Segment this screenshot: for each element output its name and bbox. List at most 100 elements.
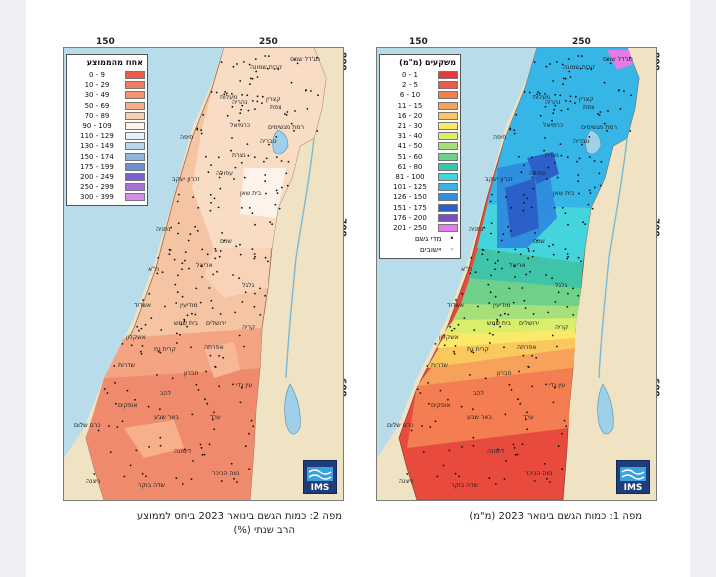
rain-gauge-dot bbox=[223, 93, 226, 96]
rain-gauge-dot bbox=[190, 346, 192, 349]
place-label: ת"א bbox=[461, 266, 473, 273]
rain-gauge-dot bbox=[194, 225, 197, 228]
rain-gauge-dot bbox=[553, 161, 556, 164]
right-legend-swatch bbox=[438, 71, 458, 80]
rain-gauge-dot bbox=[240, 161, 243, 164]
rain-gauge-dot bbox=[144, 323, 147, 326]
left-top-tick-150: 150 bbox=[96, 37, 115, 47]
rain-gauge-dot bbox=[241, 386, 243, 389]
rain-gauge-dot bbox=[566, 156, 569, 159]
rain-gauge-dot bbox=[108, 425, 110, 427]
rain-gauge-dot bbox=[629, 130, 632, 132]
rain-gauge-dot bbox=[564, 77, 567, 80]
rain-gauge-dot bbox=[419, 392, 422, 394]
rain-gauge-dot bbox=[588, 189, 591, 192]
rain-gauge-dot bbox=[526, 197, 529, 200]
place-label: באר שבע bbox=[467, 414, 493, 421]
right-legend-label: 6 - 10 bbox=[399, 91, 421, 100]
place-label: בית שמש bbox=[174, 320, 198, 327]
place-label: דימונה bbox=[174, 448, 192, 455]
rain-gauge-dot bbox=[568, 70, 571, 73]
rain-gauge-dot bbox=[240, 206, 243, 209]
rain-gauge-dot bbox=[286, 184, 289, 187]
rain-gauge-dot bbox=[126, 389, 129, 392]
place-label: מעלות bbox=[533, 94, 551, 101]
rain-gauge-dot bbox=[526, 428, 529, 431]
left-legend-label: 70 - 89 bbox=[84, 111, 110, 120]
rain-gauge-dot bbox=[206, 402, 209, 405]
rain-gauge-dot bbox=[509, 128, 512, 131]
place-label: ערד bbox=[210, 414, 221, 421]
rain-gauge-dot bbox=[556, 345, 558, 348]
rain-gauge-dot bbox=[202, 113, 205, 116]
rain-gauge-dot bbox=[241, 104, 244, 107]
place-label: שכם bbox=[533, 238, 545, 245]
rain-gauge-dot bbox=[223, 239, 226, 242]
ims-logo: IMS bbox=[303, 460, 337, 494]
right-legend-label: 51 - 60 bbox=[397, 152, 423, 161]
rain-gauge-dot bbox=[241, 93, 244, 96]
rain-gauge-dot bbox=[547, 166, 550, 169]
left-legend-row: 30 - 49 bbox=[69, 90, 145, 100]
place-label: נהריה bbox=[232, 99, 248, 106]
rain-gauge-dot bbox=[287, 160, 290, 163]
rain-gauge-dot bbox=[619, 108, 622, 110]
rain-gauge-dot bbox=[569, 95, 572, 98]
place-label: צפת bbox=[270, 104, 282, 111]
rain-gauge-dot bbox=[598, 172, 601, 175]
right-legend-label: 21 - 30 bbox=[397, 122, 423, 131]
rain-gauge-dot bbox=[629, 56, 631, 59]
rain-gauge-dot bbox=[213, 428, 216, 431]
rain-gauge-dot bbox=[140, 350, 142, 353]
rain-gauge-dot bbox=[537, 91, 539, 93]
rain-gauge-dot bbox=[159, 436, 162, 439]
place-label: כרמיאל bbox=[543, 122, 564, 129]
rain-gauge-dot bbox=[234, 166, 237, 169]
rain-gauge-dot bbox=[236, 481, 238, 483]
rain-gauge-dot bbox=[496, 320, 499, 323]
right-legend-swatch bbox=[438, 172, 458, 181]
rain-gauge-dot bbox=[533, 61, 536, 64]
right-legend-label: 2 - 5 bbox=[402, 81, 418, 90]
ims-logo-text: IMS bbox=[310, 483, 330, 493]
gauge-dot-icon: • bbox=[449, 234, 454, 243]
place-label: גלגל bbox=[242, 282, 255, 289]
rain-gauge-dot bbox=[422, 451, 425, 453]
rain-gauge-dot bbox=[211, 307, 214, 309]
rain-gauge-dot bbox=[534, 232, 536, 234]
rain-gauge-dot bbox=[264, 180, 267, 183]
right-legend-row: 51 - 60 bbox=[382, 152, 458, 162]
rain-gauge-dot bbox=[469, 272, 472, 275]
rain-gauge-dot bbox=[195, 383, 198, 386]
rain-gauge-dot bbox=[582, 221, 584, 224]
rain-gauge-dot bbox=[168, 253, 171, 256]
rain-gauge-dot bbox=[513, 265, 516, 268]
rain-gauge-dot bbox=[508, 383, 511, 386]
rain-gauge-dot bbox=[220, 480, 223, 482]
rain-gauge-dot bbox=[136, 325, 139, 328]
rain-gauge-dot bbox=[630, 94, 632, 97]
rain-gauge-dot bbox=[428, 402, 430, 405]
left-legend-swatch bbox=[125, 193, 145, 202]
rain-gauge-dot bbox=[209, 194, 212, 196]
rain-gauge-dot bbox=[416, 388, 419, 390]
right-legend-swatch bbox=[438, 81, 458, 90]
place-label: להב bbox=[160, 390, 172, 397]
rain-gauge-dot bbox=[246, 94, 249, 97]
rain-gauge-dot bbox=[584, 223, 586, 226]
rain-gauge-dot bbox=[170, 226, 172, 229]
rain-gauge-dot bbox=[217, 206, 220, 209]
place-label: כרמיאל bbox=[230, 122, 251, 129]
rain-gauge-dot bbox=[171, 377, 174, 380]
rain-gauge-dot bbox=[513, 132, 516, 135]
ims-logo: IMS bbox=[616, 460, 650, 494]
rain-gauge-dot bbox=[200, 132, 203, 135]
rain-gauge-dot bbox=[215, 91, 218, 94]
right-legend-row: 151 - 175 bbox=[382, 202, 458, 212]
rain-gauge-dot bbox=[603, 122, 606, 125]
rain-gauge-dot bbox=[294, 110, 296, 112]
rain-gauge-dot bbox=[499, 325, 501, 328]
left-legend-title: אחוז מהממוצע bbox=[86, 58, 143, 67]
left-legend-row: 130 - 149 bbox=[69, 141, 145, 151]
left-legend-swatch bbox=[125, 172, 145, 181]
